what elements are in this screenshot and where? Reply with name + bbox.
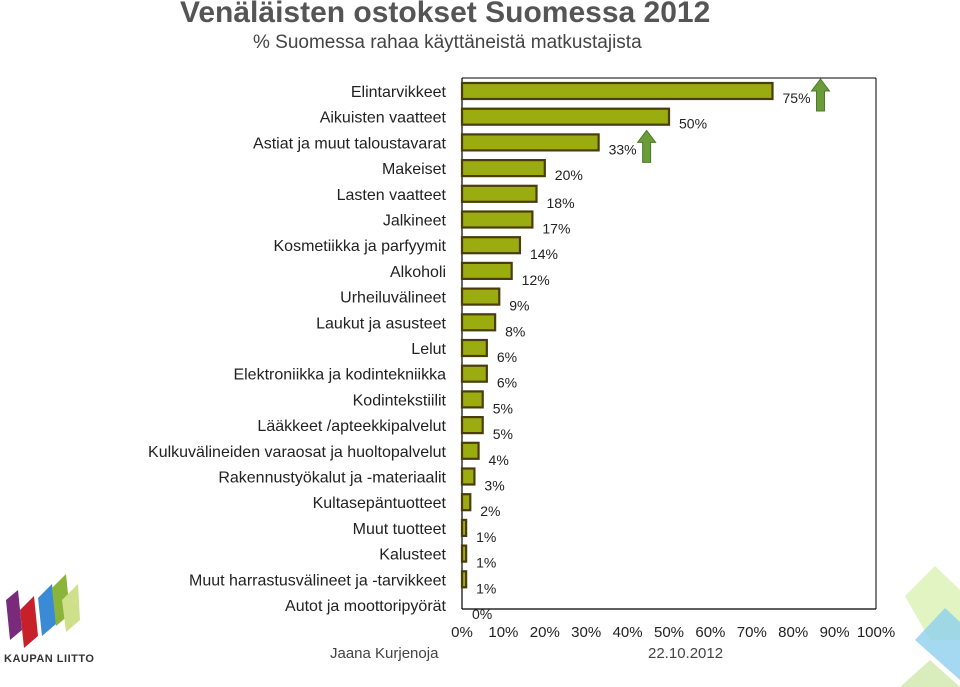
value-label: 1% [476,580,496,596]
logo-text: KAUPAN LIITTO [4,653,95,665]
bar [460,493,472,512]
bar [460,441,480,460]
bar [460,210,534,229]
increase-arrow-icon [636,129,657,163]
bar [460,416,484,435]
kaupan-liitto-logo [6,574,80,648]
category-label: Laukut ja asusteet [316,315,446,332]
category-label: Makeiset [382,161,447,178]
footer-date: 22.10.2012 [648,645,724,662]
value-label: 14% [530,246,558,262]
value-label: 50% [679,116,707,132]
value-label: 5% [493,400,513,416]
value-label: 20% [555,167,583,183]
value-label: 6% [497,375,517,391]
bar [460,364,488,383]
bar [460,570,468,589]
category-label: Kosmetiikka ja parfyymit [274,238,447,255]
category-label: Astiat ja muut taloustavarat [253,135,447,152]
category-label: Lelut [411,341,446,358]
x-tick-label: 30% [571,624,601,641]
value-label: 33% [609,141,637,157]
category-label: Autot ja moottoripyörät [285,598,447,615]
category-label: Jalkineet [383,213,447,230]
value-label: 17% [542,221,570,237]
category-label: Alkoholi [390,264,446,281]
category-label: Kalusteet [379,547,446,564]
x-tick-label: 0% [451,624,473,641]
bar [460,236,522,255]
page-subtitle: % Suomessa rahaa käyttäneistä matkustaji… [253,32,642,53]
value-label: 1% [476,555,496,571]
x-tick-label: 100% [857,624,895,641]
value-label: 5% [493,426,513,442]
footer-author: Jaana Kurjenoja [330,645,439,662]
value-label: 9% [509,298,529,314]
value-label: 4% [489,452,509,468]
bar [460,544,468,563]
value-label: 8% [505,323,525,339]
category-label: Kodintekstiilit [353,392,447,409]
value-label: 18% [547,195,575,211]
page-title: Venäläisten ostokset Suomessa 2012 [180,0,711,29]
category-label: Lääkkeet /apteekkipalvelut [257,418,446,435]
x-tick-label: 60% [695,624,725,641]
x-tick-label: 70% [737,624,767,641]
category-label: Muut harrastusvälineet ja -tarvikkeet [189,572,447,589]
category-label: Elektroniikka ja kodintekniikka [233,367,446,384]
x-tick-label: 90% [820,624,850,641]
value-label: 0% [472,606,492,622]
category-label: Lasten vaatteet [337,187,447,204]
value-label: 2% [480,503,500,519]
increase-arrow-icon [810,78,831,112]
category-label: Elintarvikkeet [351,84,447,101]
corner-decoration [900,566,960,687]
bar [460,261,513,280]
category-label: Kulkuvälineiden varaosat ja huoltopalvel… [148,444,447,461]
value-label: 12% [522,272,550,288]
bar [460,313,497,332]
bar [460,107,671,126]
bar [460,518,468,538]
bar [460,133,600,152]
x-tick-label: 80% [778,624,808,641]
bar [460,159,546,178]
category-label: Muut tuotteet [353,521,447,538]
bar [460,338,488,358]
value-label: 3% [484,478,504,494]
bar [460,287,501,306]
x-tick-label: 20% [530,624,560,641]
value-label: 75% [783,90,811,106]
bar [460,390,484,409]
value-label: 6% [497,349,517,365]
x-tick-label: 50% [654,624,684,641]
category-label: Rakennustyökalut ja -materiaalit [218,470,446,487]
category-label: Urheiluvälineet [340,290,446,307]
bar [460,81,774,101]
category-label: Aikuisten vaatteet [320,110,447,127]
bar [460,184,538,203]
category-label: Kultasepäntuotteet [313,495,447,512]
value-label: 1% [476,529,496,545]
x-tick-label: 10% [488,624,518,641]
x-tick-label: 40% [613,624,643,641]
bar [460,467,476,486]
